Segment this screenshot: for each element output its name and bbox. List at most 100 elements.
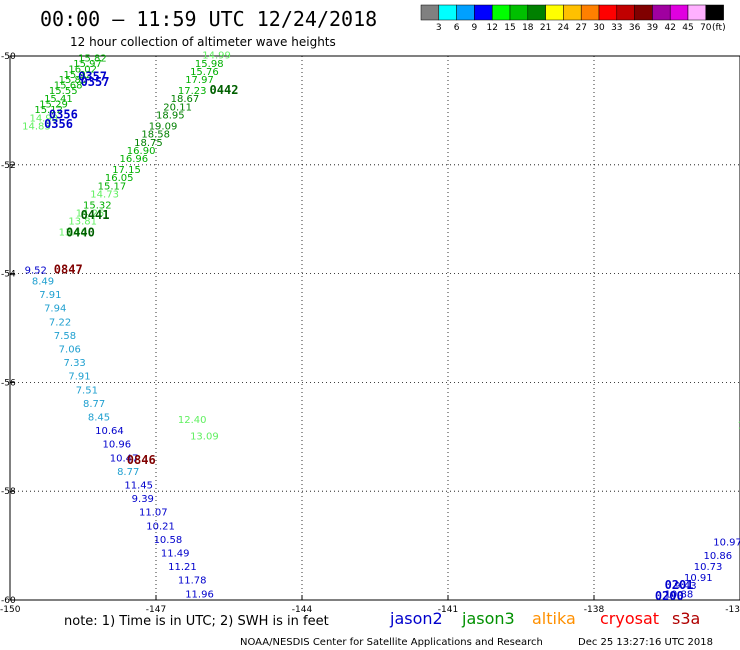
wave-height-label: 10.73 — [694, 562, 723, 573]
pass-time-label: 0357 — [78, 69, 107, 83]
wave-height-label: 7.58 — [54, 331, 76, 342]
wave-height-label: 9.43 — [674, 581, 696, 592]
wave-height-label: 14.99 — [202, 51, 231, 62]
wave-height-label: 9.39 — [132, 494, 154, 505]
wave-height-label: 11.49 — [161, 548, 190, 559]
pass-time-label: 0356 — [44, 117, 73, 131]
wave-height-label: 15.12 — [34, 105, 63, 116]
wave-height-label: 18.58 — [141, 130, 170, 141]
legend-swatch — [527, 4, 546, 21]
legend-swatch — [474, 4, 493, 21]
legend-value: 9 — [472, 23, 478, 33]
pass-time-label: 0200 — [655, 589, 684, 603]
y-tick-label: -54 — [1, 270, 16, 280]
legend-value: 27 — [575, 23, 586, 33]
wave-height-label: 11.21 — [168, 562, 197, 573]
wave-height-label: 8.77 — [117, 467, 139, 478]
wave-height-label: 12.61 — [738, 421, 740, 432]
wave-height-label: 11.96 — [185, 589, 214, 600]
wave-height-label: 15.76 — [190, 67, 219, 78]
pass-time-label: 0440 — [66, 226, 95, 240]
wave-height-label: 17.97 — [185, 75, 214, 86]
wave-height-label: 11.78 — [178, 576, 207, 587]
wave-height-label: 11.45 — [124, 480, 153, 491]
wave-height-label: 15.17 — [98, 181, 127, 192]
legend-swatch — [420, 4, 440, 21]
credit-line: NOAA/NESDIS Center for Satellite Applica… — [240, 637, 543, 648]
grid-lines — [10, 56, 740, 600]
y-tick-label: -56 — [1, 378, 16, 388]
timestamp: Dec 25 13:27:16 UTC 2018 — [578, 637, 713, 648]
wave-height-label: 8.77 — [83, 399, 105, 410]
plot-frame — [9, 55, 740, 601]
x-tick-label: -150 — [0, 605, 21, 615]
wave-height-label: 15.68 — [54, 81, 83, 92]
wave-height-label: 18.67 — [171, 94, 200, 105]
y-tick-label: -60 — [1, 596, 16, 606]
legend-value: 18 — [522, 23, 534, 33]
wave-height-label: 19.09 — [149, 121, 178, 132]
wave-height-label: 10.64 — [95, 426, 124, 437]
color-legend: 3 6 9 12 15 18 21 24 27 30 33 36 39 42 45 70 (ft) — [420, 4, 726, 33]
wave-height-label: 10.58 — [154, 535, 183, 546]
satellite-name: jason3 — [461, 609, 515, 628]
wave-height-label: 7.91 — [39, 290, 61, 301]
wave-height-label: 14.73 — [90, 189, 119, 200]
wave-height-label: 15.80 — [59, 75, 88, 86]
pass-time-label: 0846 — [127, 453, 156, 467]
wave-height-label: 17.15 — [112, 165, 141, 176]
legend-swatch — [580, 4, 600, 21]
wave-height-label: 9.52 — [25, 266, 47, 277]
x-tick-label: -141 — [438, 605, 458, 615]
chart-title: 00:00 – 11:59 UTC 12/24/2018 — [40, 7, 377, 31]
wave-height-label: 18.95 — [156, 111, 185, 122]
wave-height-label: 14.83 — [22, 121, 51, 132]
x-tick-label: -144 — [292, 605, 313, 615]
wave-height-label: 7.91 — [68, 372, 90, 383]
wave-height-label: 20.11 — [163, 102, 192, 113]
legend-swatch — [634, 4, 653, 21]
wave-height-label: 11.07 — [139, 508, 168, 519]
legend-value: 6 — [454, 23, 460, 33]
wave-height-label: 16.96 — [120, 154, 149, 165]
satellite-name: cryosat — [600, 609, 659, 628]
data-labels: 14.8314.9815.1215.2915.4115.5515.6815.80… — [22, 51, 740, 601]
legend-value: 21 — [540, 23, 551, 33]
axes: -150 -147 -144 -141 -138 -13 -50 -52 -54 -56 -58 -6… — [0, 52, 740, 615]
wave-height-label: 10.21 — [146, 521, 175, 532]
y-tick-label: -52 — [1, 161, 16, 171]
x-tick-label: -13 — [725, 605, 740, 615]
legend-value: 39 — [647, 23, 659, 33]
wave-height-label: 13.81 — [68, 217, 97, 228]
wave-height-label: 12.40 — [178, 415, 207, 426]
chart-subtitle: 12 hour collection of altimeter wave hei… — [70, 35, 336, 49]
legend-value: 3 — [436, 23, 442, 33]
wave-height-label: 7.06 — [59, 344, 81, 355]
wave-height-label: 14.98 — [29, 113, 58, 124]
x-tick-label: -147 — [146, 605, 166, 615]
wave-height-label: 10.86 — [704, 551, 733, 562]
legend-value: 45 — [682, 23, 693, 33]
wave-height-label: 18.75 — [134, 138, 163, 149]
legend-value: 15 — [504, 23, 515, 33]
satellite-name: jason2 — [389, 609, 443, 628]
wave-height-label: 17.23 — [178, 86, 207, 97]
legend-swatch — [491, 4, 511, 21]
legend-swatch — [652, 4, 671, 21]
legend-swatch — [438, 4, 457, 21]
satellite-legend: jason2 jason3 altika cryosat s3a — [389, 609, 700, 628]
wave-height-label: 13.09 — [190, 432, 219, 443]
legend-value: 12 — [486, 23, 497, 33]
wave-height-label: 10.96 — [102, 440, 131, 451]
wave-height-label: 8.49 — [32, 276, 54, 287]
y-tick-label: -50 — [1, 52, 16, 62]
wave-height-label: 15.55 — [49, 86, 78, 97]
pass-time-label: 0356 — [49, 108, 78, 122]
footnote: note: 1) Time is in UTC; 2) SWH is in fe… — [64, 614, 329, 629]
wave-height-label: 16.90 — [127, 146, 156, 157]
legend-swatch — [598, 4, 618, 21]
wave-height-label: 15.29 — [39, 100, 68, 111]
y-tick-label: -58 — [1, 487, 16, 497]
wave-height-label: 15.98 — [195, 59, 224, 70]
